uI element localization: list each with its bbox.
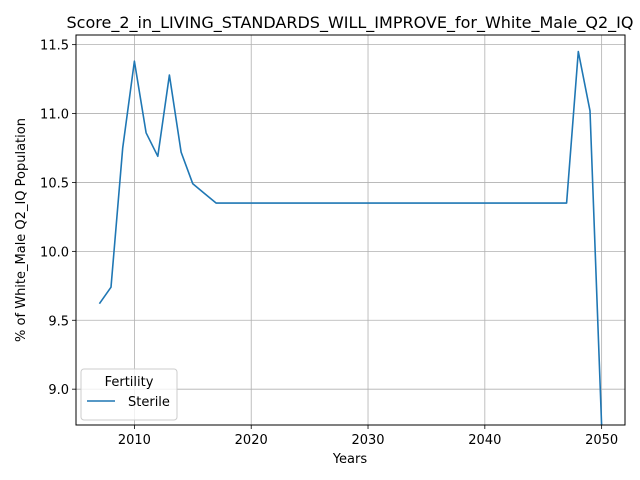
x-axis-label: Years bbox=[332, 452, 368, 467]
series-line-sterile bbox=[98, 50, 603, 426]
legend: Fertility Sterile bbox=[80, 368, 178, 421]
series-layer bbox=[98, 50, 603, 426]
x-tick-label: 2020 bbox=[235, 433, 268, 448]
y-tick-label: 9.0 bbox=[48, 383, 69, 398]
legend-title: Fertility bbox=[105, 375, 154, 390]
y-axis-label: % of White_Male Q2_IQ Population bbox=[14, 118, 29, 342]
x-tick-label: 2030 bbox=[351, 433, 384, 448]
y-tick-label: 10.5 bbox=[40, 176, 69, 191]
plot-area-frame bbox=[75, 34, 626, 426]
y-tick-label: 10.0 bbox=[40, 245, 69, 260]
y-axis-ticks: 9.0 9.5 10.0 10.5 11.0 11.5 bbox=[40, 39, 76, 398]
y-tick-label: 11.0 bbox=[40, 108, 69, 123]
legend-box bbox=[80, 368, 178, 421]
x-tick-label: 2010 bbox=[118, 433, 151, 448]
y-tick-label: 9.5 bbox=[48, 314, 69, 329]
x-axis-ticks: 2010 2020 2030 2040 2050 bbox=[118, 425, 618, 448]
legend-label-sterile: Sterile bbox=[128, 395, 170, 410]
x-tick-label: 2040 bbox=[468, 433, 501, 448]
x-tick-label: 2050 bbox=[585, 433, 618, 448]
chart-title: Score_2_in_LIVING_STANDARDS_WILL_IMPROVE… bbox=[67, 13, 634, 33]
grid-lines bbox=[76, 35, 625, 425]
y-tick-label: 11.5 bbox=[40, 39, 69, 54]
